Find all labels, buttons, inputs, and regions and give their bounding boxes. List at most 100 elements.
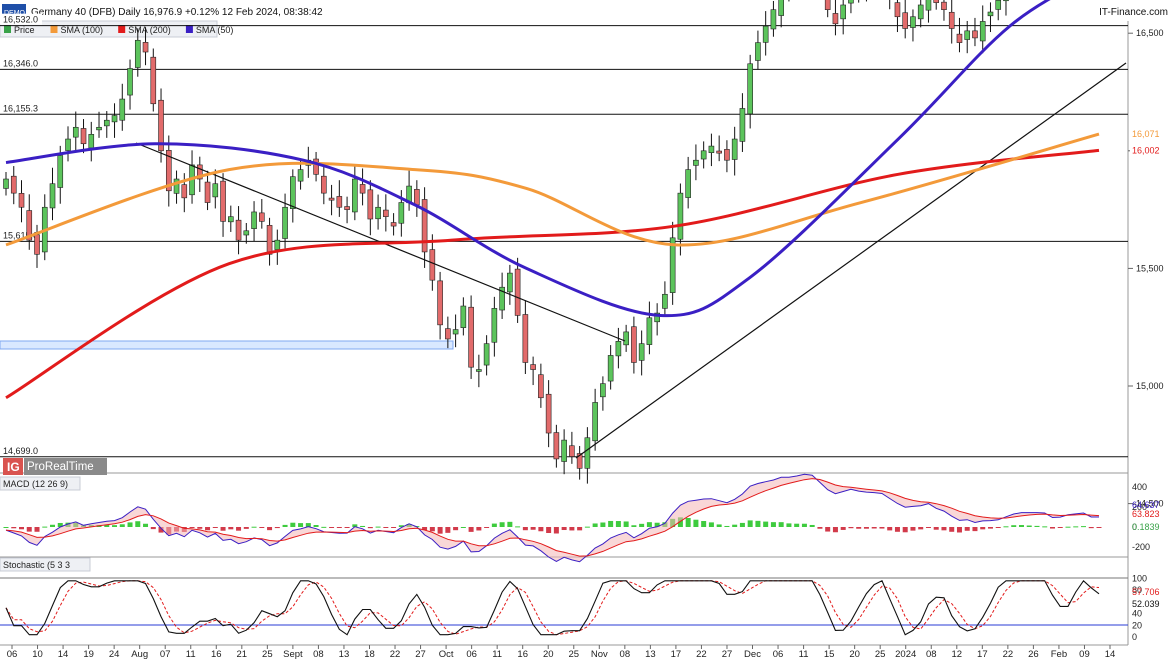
macd-bar — [290, 522, 296, 527]
macd-bar — [925, 527, 931, 528]
candle-down — [724, 149, 730, 161]
macd-bar — [57, 522, 63, 527]
candle-up — [615, 341, 622, 357]
x-tick-label: 25 — [568, 649, 579, 660]
x-tick-label: 17 — [977, 649, 988, 660]
stoch-y-tick-label: 20 — [1132, 620, 1142, 630]
candle-up — [964, 30, 971, 40]
macd-bar — [801, 523, 807, 527]
macd-bar — [453, 527, 459, 531]
macd-bar — [941, 527, 947, 531]
x-tick-label: 08 — [313, 649, 324, 660]
macd-bar — [460, 526, 466, 528]
macd-bar — [980, 527, 986, 530]
candle-down — [421, 199, 428, 253]
stoch-y-tick-label: 80 — [1132, 585, 1142, 595]
macd-bar — [26, 527, 32, 532]
x-tick-label: 2024 — [895, 649, 916, 660]
macd-bar — [50, 524, 56, 527]
x-tick-label: 25 — [262, 649, 273, 660]
candle-down — [344, 206, 350, 210]
ig-logo-text: IG — [7, 460, 20, 474]
x-tick-label: 09 — [1079, 649, 1090, 660]
legend-swatch — [50, 25, 58, 33]
uptrend-line[interactable] — [575, 62, 1127, 459]
macd-bar — [150, 527, 156, 530]
candle-down — [941, 1, 947, 10]
macd-bar — [329, 527, 335, 528]
candle-down — [313, 158, 319, 175]
macd-bar — [189, 527, 195, 528]
legend-label[interactable]: SMA (50) — [196, 25, 234, 35]
stoch-y-tick-label: 40 — [1132, 609, 1142, 619]
candle-up — [491, 308, 498, 343]
macd-bar — [367, 527, 373, 529]
x-tick-label: 24 — [109, 649, 120, 660]
macd-bar — [995, 527, 1001, 528]
macd-bar — [391, 527, 397, 528]
macd-bar — [918, 527, 924, 530]
macd-bar — [267, 527, 273, 531]
price-legend: Price SMA (100) SMA (200) SMA (50) — [4, 25, 233, 35]
last-value-badge — [1130, 144, 1168, 157]
macd-bar — [205, 527, 211, 531]
macd-bar — [375, 526, 381, 528]
legend-swatch — [118, 25, 126, 33]
x-tick-label: 11 — [492, 649, 502, 660]
legend-label[interactable]: Price — [14, 25, 35, 35]
macd-bar — [856, 527, 862, 529]
macd-bar — [468, 527, 474, 532]
macd-bar — [592, 523, 598, 527]
candle-up — [375, 206, 381, 220]
candle-up — [654, 312, 660, 323]
last-value-text: 16,002 — [1132, 145, 1160, 155]
candle-up — [592, 402, 598, 442]
x-tick-label: 16 — [517, 649, 528, 660]
macd-bar — [507, 521, 513, 527]
candle-up — [88, 134, 95, 149]
candle-down — [716, 150, 722, 154]
candle-up — [134, 39, 141, 68]
legend-label[interactable]: SMA (100) — [61, 25, 104, 35]
candle-up — [119, 98, 126, 121]
macd-bar — [561, 527, 567, 531]
x-tick-label: 13 — [339, 649, 350, 660]
y-tick-label: 15,500 — [1136, 263, 1164, 273]
macd-bar — [809, 524, 815, 527]
macd-bar — [739, 522, 745, 527]
macd-bar — [701, 521, 707, 527]
macd-bar — [623, 521, 629, 527]
macd-bar — [212, 527, 218, 528]
macd-bar — [848, 527, 854, 529]
candle-down — [367, 189, 374, 220]
candle-down — [181, 184, 188, 199]
candle-up — [297, 169, 304, 182]
macd-bar — [491, 523, 497, 527]
macd-bar — [608, 520, 614, 527]
candle-up — [662, 293, 668, 309]
candle-down — [220, 180, 226, 222]
x-tick-label: Feb — [1051, 649, 1067, 660]
x-tick-label: 17 — [671, 649, 682, 660]
legend-label[interactable]: SMA (200) — [128, 25, 171, 35]
macd-bar — [530, 527, 536, 530]
macd-bar — [677, 517, 683, 527]
candle-down — [150, 56, 157, 105]
macd-bar — [1088, 527, 1094, 529]
macd-title: MACD (12 26 9) — [3, 479, 68, 489]
level-label: 15,615.0 — [3, 230, 38, 240]
candle-down — [437, 280, 443, 326]
candle-up — [57, 155, 64, 188]
macd-bar — [119, 524, 125, 527]
macd-bar — [127, 522, 133, 527]
candle-up — [561, 439, 567, 462]
chart-title: Germany 40 (DFB) Daily 16,976.9 +0.12% 1… — [31, 7, 323, 18]
candle-down — [631, 326, 637, 363]
macd-bar — [615, 521, 621, 527]
y-tick-label: 15,000 — [1136, 381, 1164, 391]
level-label: 16,532.0 — [3, 15, 38, 25]
support-zone-box — [0, 340, 454, 350]
macd-bar — [112, 525, 118, 527]
